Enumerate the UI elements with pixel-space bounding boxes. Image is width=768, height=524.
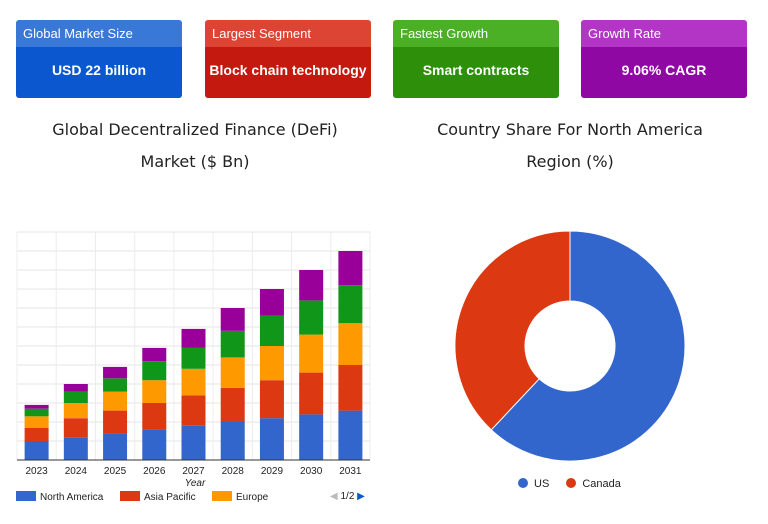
legend-item-asia-pacific[interactable]: Asia Pacific [120,491,196,503]
legend-label: North America [40,492,104,503]
bar-segment[interactable] [103,366,128,379]
bar-segment[interactable] [338,251,363,286]
fastest-growth-card: Fastest Growth Smart contracts [393,20,559,98]
bar-chart-title-line2: Market ($ Bn) [140,152,250,171]
pie-legend: US Canada [518,478,635,490]
bar-segment[interactable] [181,425,206,460]
bar-segment[interactable] [181,368,206,396]
bar-segment[interactable] [338,410,363,460]
pie-chart-title: Country Share For North America Region (… [400,114,740,178]
legend-dot [518,478,528,488]
legend-label: US [534,478,550,490]
legend-swatch [16,491,36,501]
bar-segment[interactable] [338,323,363,365]
bar-segment[interactable] [259,418,284,460]
bar-segment[interactable] [220,308,245,331]
bar-segment[interactable] [220,422,245,460]
bar-segment[interactable] [103,391,128,411]
largest-segment-value: Block chain technology [205,47,371,98]
legend-item-north-america[interactable]: North America [16,491,103,503]
bar-segment[interactable] [103,378,128,392]
legend-label: Europe [236,492,269,503]
bar-segment[interactable] [338,365,363,411]
bar-segment[interactable] [181,395,206,426]
bar-segment[interactable] [220,330,245,358]
bar-segment[interactable] [142,429,167,460]
fastest-growth-value: Smart contracts [393,47,559,98]
growth-rate-card: Growth Rate 9.06% CAGR [581,20,747,98]
x-tick-label: 2027 [182,466,205,477]
bar-segment[interactable] [24,427,49,441]
x-tick-label: 2025 [104,466,127,477]
bar-segment[interactable] [103,410,128,434]
bar-segment[interactable] [142,380,167,403]
fastest-growth-title: Fastest Growth [393,20,559,47]
bar-segment[interactable] [259,289,284,316]
legend-swatch [212,491,232,501]
bar-chart-title: Global Decentralized Finance (DeFi) Mark… [20,114,370,178]
bar-segment[interactable] [181,347,206,369]
bar-segment[interactable] [24,441,49,460]
market-size-title: Global Market Size [16,20,182,47]
x-tick-label: 2031 [339,466,362,477]
bar-segment[interactable] [142,403,167,430]
bar-segment[interactable] [24,416,49,428]
pie-chart-title-line1: Country Share For North America [437,120,703,139]
pager-next-icon[interactable]: ▶ [357,491,365,502]
x-tick-label: 2026 [143,466,166,477]
growth-rate-value: 9.06% CAGR [581,47,747,98]
donut-chart [454,230,686,462]
bar-chart-title-line1: Global Decentralized Finance (DeFi) [52,120,338,139]
stacked-bar-chart: 2023 2024 2025 2026 2027 2028 2029 2030 2031 [16,231,371,477]
x-tick-label: 2024 [65,466,88,477]
largest-segment-title: Largest Segment [205,20,371,47]
bar-segment[interactable] [181,328,206,348]
pie-chart-title-line2: Region (%) [526,152,614,171]
pager-text: 1/2 [340,491,355,502]
bar-segment[interactable] [299,414,324,460]
bar-segment[interactable] [63,418,88,438]
bar-segment[interactable] [220,387,245,422]
bar-segment[interactable] [299,300,324,335]
bar-segment[interactable] [259,346,284,381]
legend-label: Asia Pacific [144,492,196,503]
bar-segment[interactable] [63,437,88,460]
bar-segment[interactable] [24,408,49,417]
x-tick-label: 2023 [25,466,48,477]
bar-segment[interactable] [220,357,245,388]
bar-segment[interactable] [259,380,284,419]
bar-segment[interactable] [338,285,363,324]
bar-segment[interactable] [299,372,324,415]
legend-item-us[interactable]: US [518,478,549,490]
legend-pager: ◀ 1/2 ▶ [330,491,365,502]
x-axis-title: Year [184,478,206,489]
donut-slice-us[interactable] [490,230,686,462]
growth-rate-title: Growth Rate [581,20,747,47]
x-tick-label: 2028 [222,466,245,477]
x-tick-label: 2030 [300,466,323,477]
legend-swatch [120,491,140,501]
bar-segment[interactable] [24,404,49,409]
bar-segment[interactable] [142,347,167,362]
bar-segment[interactable] [103,433,128,460]
x-tick-label: 2029 [261,466,284,477]
legend-item-europe[interactable]: Europe [212,491,268,503]
donut-slice-canada[interactable] [454,230,571,431]
bar-segment[interactable] [63,391,88,403]
market-size-value: USD 22 billion [16,47,182,98]
legend-dot [566,478,577,488]
bar-segment[interactable] [299,270,324,301]
pager-prev-icon[interactable]: ◀ [330,491,338,502]
largest-segment-card: Largest Segment Block chain technology [205,20,371,98]
legend-item-canada[interactable]: Canada [566,478,621,490]
legend-label: Canada [582,478,621,490]
bar-segment[interactable] [63,403,88,419]
market-size-card: Global Market Size USD 22 billion [16,20,182,98]
bar-segment[interactable] [299,334,324,373]
bar-segment[interactable] [142,361,167,381]
bar-segment[interactable] [259,315,284,346]
bar-segment[interactable] [63,384,88,392]
